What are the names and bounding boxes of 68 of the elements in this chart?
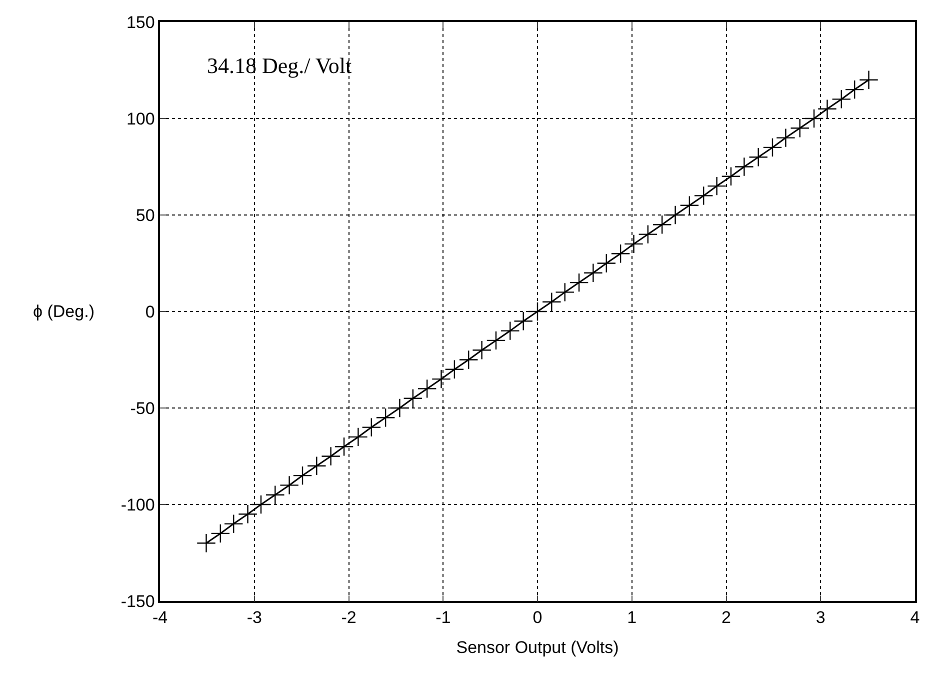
point [569, 272, 589, 292]
y-tick-label: -150 [120, 592, 155, 611]
point [432, 369, 451, 389]
y-tick-label: 0 [145, 302, 155, 322]
point [624, 234, 644, 254]
x-tick-label: -3 [246, 608, 262, 628]
point [844, 80, 864, 100]
point [362, 418, 382, 437]
point [251, 494, 271, 514]
point [652, 214, 672, 234]
y-tick-label: 100 [126, 109, 155, 128]
y-axis-title: ϕ (Deg.) [33, 302, 94, 321]
point [210, 524, 230, 544]
point [694, 186, 714, 206]
point [500, 321, 520, 340]
point [555, 282, 575, 302]
x-tick-label: 0 [532, 608, 542, 628]
point [859, 70, 878, 90]
point [762, 138, 782, 158]
annotation: 34.18 Deg./ Volt [207, 53, 352, 78]
point [748, 147, 768, 167]
y-tick-label: -50 [130, 398, 155, 418]
point [832, 90, 852, 109]
point [390, 398, 410, 418]
point [804, 108, 824, 128]
point [334, 436, 354, 456]
y-tick-label: -100 [120, 495, 155, 514]
point [721, 166, 741, 186]
point [542, 292, 562, 312]
x-tick-label: 2 [722, 608, 731, 628]
point [596, 254, 616, 273]
point [707, 176, 727, 196]
point [734, 157, 754, 176]
point [818, 99, 837, 119]
point [514, 311, 534, 331]
point [486, 330, 506, 350]
x-tick-label: -4 [152, 608, 168, 628]
point [306, 456, 326, 476]
point [403, 388, 423, 408]
point [196, 533, 216, 553]
point [458, 350, 478, 370]
point [238, 504, 258, 524]
point [417, 379, 437, 398]
x-tick-label: 1 [627, 608, 637, 628]
point [583, 263, 603, 283]
x-tick-label: 4 [910, 608, 920, 628]
y-tick-label: 50 [136, 206, 155, 225]
point [348, 427, 368, 447]
y-tick-label: 150 [126, 12, 155, 32]
x-tick-label: -2 [341, 608, 356, 628]
point [610, 244, 630, 264]
point [265, 485, 285, 505]
x-tick-label: 3 [816, 608, 826, 628]
point [376, 408, 396, 428]
point [638, 224, 658, 244]
point [224, 514, 244, 534]
point [776, 128, 796, 148]
point [280, 476, 299, 495]
point [680, 196, 700, 216]
point [292, 466, 312, 486]
point [790, 118, 810, 138]
point [472, 340, 492, 360]
point [444, 360, 464, 380]
point [528, 302, 548, 322]
x-tick-label: -1 [436, 608, 451, 628]
point [666, 205, 685, 225]
point [321, 446, 341, 466]
x-axis-title: Sensor Output (Volts) [456, 638, 619, 658]
